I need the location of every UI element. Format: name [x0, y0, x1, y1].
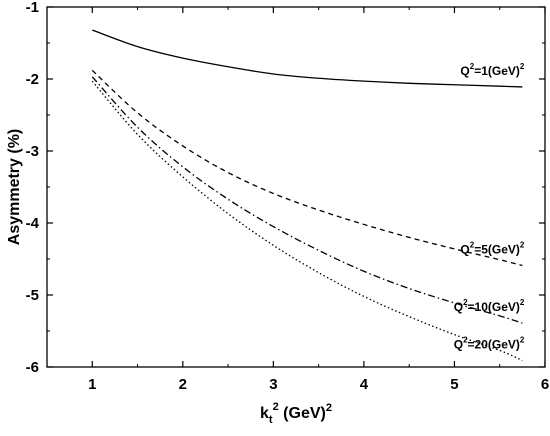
x-tick-label: 5 [450, 376, 458, 393]
tick-labels: 1 2 3 4 5 6 -1 -2 -3 -4 -5 -6 [26, 0, 550, 393]
y-tick-label: -1 [26, 0, 39, 16]
x-tick-label: 1 [88, 376, 96, 393]
x-axis-title: kt2 (GeV)2 [260, 401, 332, 426]
series-line-3 [91, 76, 523, 324]
series-line-4 [91, 80, 523, 362]
y-tick-label: -2 [26, 71, 39, 88]
series-labels: Q2=1(GeV)2 Q2=5(GeV)2 Q2=10(GeV)2 Q2=20(GeV… [454, 62, 525, 352]
axis-ticks [46, 6, 546, 368]
series-label-1: Q2=1(GeV)2 [460, 62, 524, 78]
x-tick-label: 6 [541, 376, 549, 393]
y-tick-label: -4 [26, 215, 40, 232]
series-label-4: Q2=20(GeV)2 [454, 336, 525, 352]
y-tick-label: -5 [26, 287, 39, 304]
series-line-2 [91, 69, 523, 267]
y-tick-label: -6 [26, 359, 39, 376]
series-label-2: Q2=5(GeV)2 [460, 240, 524, 256]
series-lines [91, 29, 523, 362]
y-tick-label: -3 [26, 143, 39, 160]
x-tick-label: 3 [269, 376, 277, 393]
series-line-1 [92, 29, 523, 88]
series-label-3: Q2=10(GeV)2 [454, 298, 525, 314]
y-axis-title: Asymmetry (%) [6, 129, 23, 245]
x-tick-label: 2 [179, 376, 187, 393]
x-tick-label: 4 [360, 376, 369, 393]
